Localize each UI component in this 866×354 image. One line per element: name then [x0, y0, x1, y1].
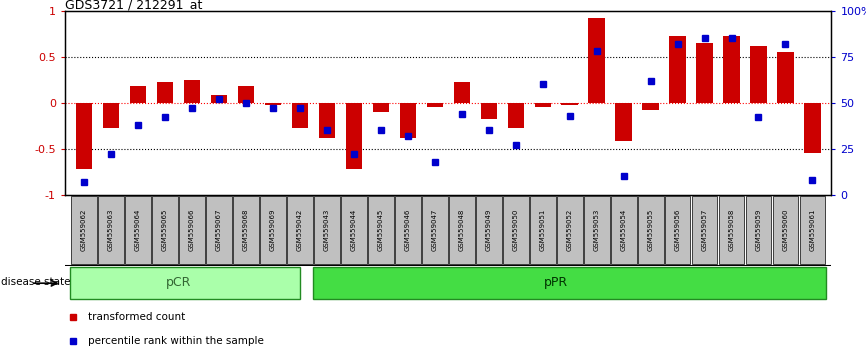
Bar	[557, 196, 583, 264]
Bar	[449, 196, 475, 264]
Bar	[75, 103, 92, 169]
Text: percentile rank within the sample: percentile rank within the sample	[88, 336, 264, 346]
Bar	[340, 196, 366, 264]
Bar	[589, 18, 604, 103]
Bar	[368, 196, 394, 264]
Bar	[643, 103, 659, 110]
Bar	[130, 86, 145, 103]
Bar	[561, 103, 578, 105]
Bar	[265, 103, 281, 105]
Text: GSM559068: GSM559068	[242, 209, 249, 251]
Text: GSM559060: GSM559060	[783, 209, 788, 251]
Bar	[260, 196, 286, 264]
Text: GSM559056: GSM559056	[675, 209, 681, 251]
Bar	[233, 196, 259, 264]
Bar	[152, 196, 178, 264]
Bar	[502, 196, 528, 264]
Bar	[292, 103, 307, 129]
Text: GDS3721 / 212291_at: GDS3721 / 212291_at	[65, 0, 203, 11]
Text: GSM559050: GSM559050	[513, 209, 519, 251]
Bar	[799, 196, 825, 264]
Text: GSM559055: GSM559055	[648, 209, 654, 251]
Bar	[70, 267, 300, 299]
Bar	[427, 103, 443, 107]
Text: GSM559058: GSM559058	[728, 209, 734, 251]
Text: GSM559065: GSM559065	[162, 209, 168, 251]
Bar	[746, 196, 772, 264]
Bar	[616, 103, 631, 141]
Bar	[719, 196, 745, 264]
Bar	[692, 196, 717, 264]
Bar	[530, 196, 556, 264]
Text: GSM559067: GSM559067	[216, 209, 222, 251]
Bar	[103, 103, 119, 129]
Bar	[210, 95, 227, 103]
Bar	[454, 82, 469, 103]
Text: GSM559046: GSM559046	[404, 209, 410, 251]
Text: GSM559045: GSM559045	[378, 209, 384, 251]
Bar	[507, 103, 524, 129]
Bar	[534, 103, 551, 107]
Text: disease state: disease state	[1, 278, 70, 287]
Bar	[237, 86, 254, 103]
Bar	[313, 196, 339, 264]
Bar	[481, 103, 497, 119]
Bar	[696, 43, 713, 103]
Text: GSM559053: GSM559053	[593, 209, 599, 251]
Text: transformed count: transformed count	[88, 312, 185, 322]
Bar	[287, 196, 313, 264]
Text: GSM559064: GSM559064	[135, 209, 141, 251]
Bar	[395, 196, 421, 264]
Bar	[584, 196, 610, 264]
Text: GSM559042: GSM559042	[297, 209, 303, 251]
Text: GSM559069: GSM559069	[269, 209, 275, 251]
Text: pPR: pPR	[544, 276, 568, 289]
Text: GSM559066: GSM559066	[189, 209, 195, 251]
Bar	[751, 46, 766, 103]
Bar	[611, 196, 637, 264]
Bar	[184, 80, 200, 103]
Bar	[723, 36, 740, 103]
Text: GSM559047: GSM559047	[431, 209, 437, 251]
Bar	[346, 103, 362, 169]
Bar	[475, 196, 501, 264]
Bar	[157, 82, 173, 103]
Bar	[71, 196, 97, 264]
Bar	[319, 103, 335, 138]
Bar	[179, 196, 204, 264]
Bar	[637, 196, 663, 264]
Text: GSM559043: GSM559043	[324, 209, 330, 251]
Text: GSM559048: GSM559048	[459, 209, 465, 251]
Text: GSM559063: GSM559063	[108, 209, 113, 251]
Text: GSM559052: GSM559052	[566, 209, 572, 251]
Text: GSM559059: GSM559059	[755, 209, 761, 251]
Text: GSM559044: GSM559044	[351, 209, 357, 251]
Bar	[313, 267, 826, 299]
Bar	[206, 196, 232, 264]
Text: GSM559062: GSM559062	[81, 209, 87, 251]
Bar	[805, 103, 821, 153]
Text: pCR: pCR	[165, 276, 191, 289]
Text: GSM559049: GSM559049	[486, 209, 492, 251]
Bar	[664, 196, 690, 264]
Text: GSM559051: GSM559051	[540, 209, 546, 251]
Bar	[399, 103, 416, 138]
Bar	[772, 196, 798, 264]
Bar	[669, 36, 686, 103]
Text: GSM559061: GSM559061	[810, 209, 816, 251]
Bar	[125, 196, 151, 264]
Bar	[778, 52, 793, 103]
Bar	[422, 196, 448, 264]
Bar	[98, 196, 124, 264]
Bar	[372, 103, 389, 112]
Text: GSM559054: GSM559054	[621, 209, 627, 251]
Text: GSM559057: GSM559057	[701, 209, 708, 251]
